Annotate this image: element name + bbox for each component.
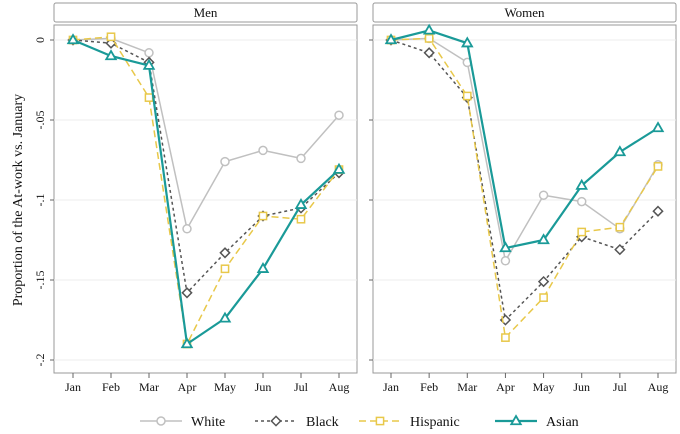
- data-point: [180, 337, 194, 349]
- legend: White Black Hispanic Asian: [140, 414, 579, 430]
- x-tick-label: Aug: [329, 380, 350, 394]
- data-point: [537, 233, 550, 245]
- data-point: [219, 247, 231, 259]
- series-line-asian: [390, 29, 659, 250]
- legend-item-asian: Asian: [495, 414, 579, 430]
- panel-title-strip: [372, 2, 677, 23]
- y-tick-label: -.05: [33, 111, 47, 130]
- x-tick-label: Apr: [496, 380, 515, 394]
- legend-label: Hispanic: [410, 415, 460, 430]
- y-tick-label: -.15: [33, 271, 47, 290]
- x-tick-label: Jan: [65, 380, 81, 394]
- legend-marker: [270, 415, 282, 427]
- series-line-asian: [72, 38, 340, 346]
- y-tick-label: -.1: [33, 194, 47, 207]
- data-point: [105, 37, 117, 49]
- data-point: [296, 153, 306, 164]
- series-line-hispanic: [390, 37, 659, 339]
- data-point: [296, 214, 306, 224]
- series-asian: [384, 23, 665, 253]
- data-point: [181, 287, 193, 299]
- data-point: [424, 34, 434, 43]
- legend-item-black: Black: [255, 415, 339, 430]
- data-point: [182, 224, 192, 234]
- x-tick-label: Jun: [255, 380, 272, 394]
- legend-label: White: [191, 415, 225, 430]
- data-point: [651, 121, 665, 133]
- panel-men: Men 0 -.05 -.1 -.15 -.2 Jan Feb Mar Apr May Jun Jul A…: [33, 2, 358, 394]
- panels: Men 0 -.05 -.1 -.15 -.2 Jan Feb Mar Apr May Jun Jul A…: [33, 2, 677, 394]
- data-point: [258, 145, 268, 156]
- panel-title: Men: [194, 5, 218, 20]
- legend-label: Asian: [546, 415, 579, 430]
- data-point: [652, 205, 664, 217]
- panel-title: Women: [504, 5, 545, 20]
- x-tick-label: Jan: [383, 380, 399, 394]
- data-point: [106, 32, 116, 42]
- legend-label: Black: [306, 415, 339, 430]
- data-point: [615, 222, 625, 232]
- data-point: [575, 178, 589, 190]
- legend-marker: [156, 416, 166, 426]
- data-point: [539, 293, 548, 302]
- data-point: [384, 33, 398, 45]
- y-tick-label: -.2: [33, 354, 47, 367]
- series-hispanic: [386, 34, 663, 342]
- data-point: [218, 311, 232, 323]
- x-tick-label: Jun: [573, 380, 590, 394]
- series-line-white: [72, 37, 340, 230]
- data-point: [614, 243, 626, 256]
- data-point: [334, 110, 344, 120]
- data-point: [144, 48, 154, 58]
- data-point: [462, 91, 472, 101]
- x-tick-label: Mar: [139, 380, 159, 394]
- data-point: [423, 47, 435, 59]
- x-tick-label: Jul: [613, 380, 628, 394]
- data-point: [613, 145, 627, 157]
- data-point: [538, 190, 549, 200]
- data-point: [500, 256, 511, 266]
- data-point: [422, 23, 436, 35]
- series-asian: [66, 33, 346, 349]
- data-point: [332, 162, 346, 174]
- data-point: [104, 49, 118, 61]
- panel-women: Women Jan Feb Mar Apr May Jun Jul Aug: [369, 2, 677, 394]
- data-point: [66, 33, 80, 45]
- series-line-black: [390, 39, 659, 321]
- data-point: [577, 227, 587, 237]
- series-line-hispanic: [72, 36, 340, 345]
- x-tick-label: Mar: [457, 380, 477, 394]
- y-axis-label: Proportion of the At-work vs. January: [11, 94, 26, 306]
- data-point: [258, 211, 268, 221]
- x-tick-label: Feb: [102, 380, 120, 394]
- x-tick-label: Feb: [420, 380, 438, 394]
- data-point: [499, 241, 512, 253]
- y-tick-label: 0: [33, 37, 47, 43]
- data-point: [501, 333, 510, 342]
- x-tick-label: Jul: [294, 380, 309, 394]
- data-point: [256, 261, 270, 273]
- legend-marker: [375, 416, 385, 426]
- x-tick-label: Aug: [648, 380, 669, 394]
- x-tick-label: May: [533, 380, 555, 394]
- x-tick-label: May: [214, 380, 236, 394]
- legend-marker: [509, 414, 523, 426]
- legend-item-hispanic: Hispanic: [359, 415, 460, 430]
- data-point: [220, 156, 230, 167]
- series-line-white: [390, 37, 659, 262]
- panel-title-strip: [53, 2, 358, 23]
- legend-item-white: White: [140, 415, 225, 430]
- data-point: [537, 275, 550, 288]
- plot-frame: [372, 24, 677, 374]
- data-point: [576, 196, 587, 207]
- data-point: [294, 197, 308, 209]
- data-point: [460, 36, 474, 48]
- data-point: [144, 93, 154, 102]
- data-point: [142, 58, 156, 70]
- x-tick-label: Apr: [178, 380, 197, 394]
- data-point: [220, 264, 230, 274]
- data-point: [653, 162, 663, 171]
